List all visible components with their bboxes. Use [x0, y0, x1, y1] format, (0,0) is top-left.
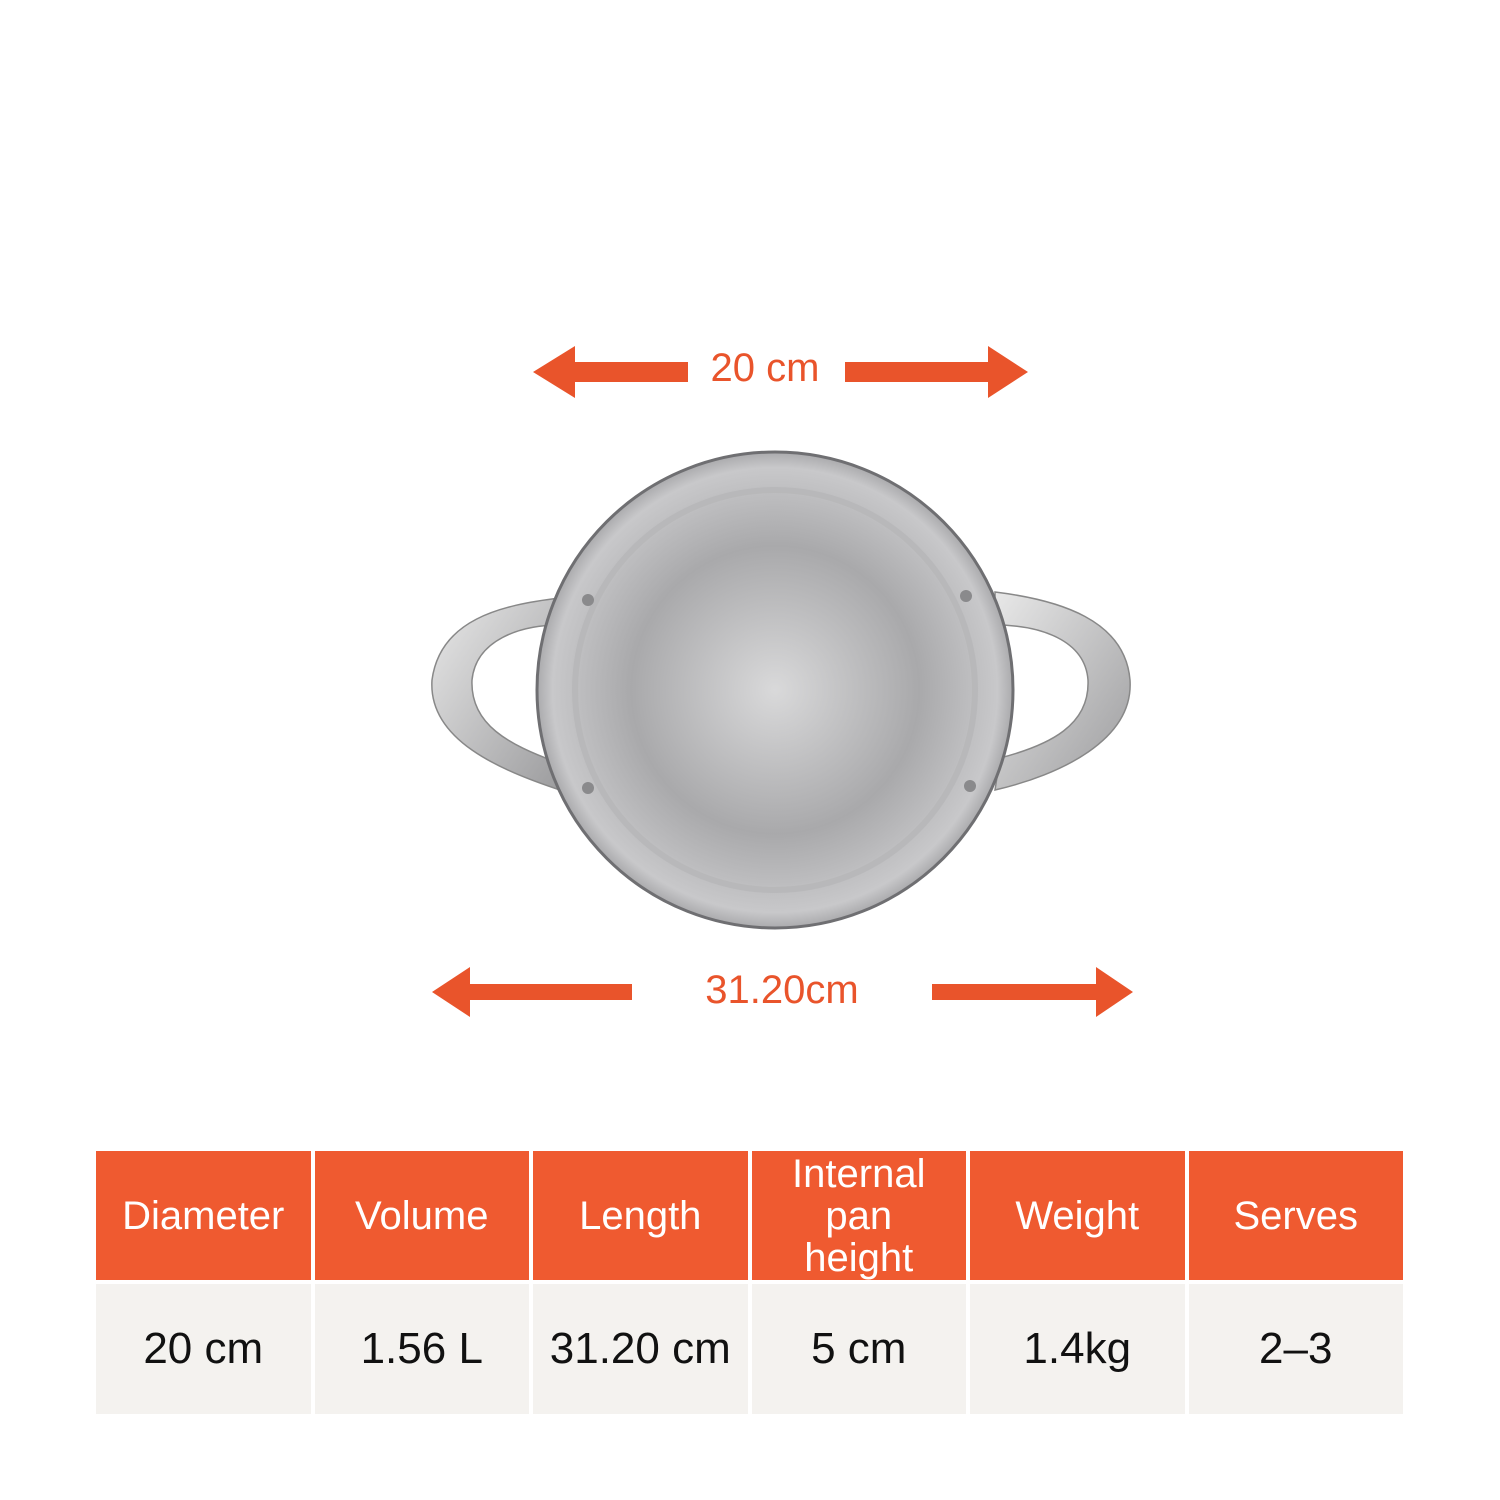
length-arrow — [432, 967, 1133, 1017]
header-serves: Serves — [1188, 1151, 1403, 1280]
left-handle — [431, 597, 561, 792]
header-length: Length — [533, 1151, 748, 1280]
header-diameter: Diameter — [96, 1151, 311, 1280]
right-handle — [994, 591, 1131, 791]
length-label: 31.20cm — [705, 968, 859, 1012]
value-weight: 1.4kg — [970, 1284, 1185, 1414]
header-volume: Volume — [314, 1151, 529, 1280]
value-length: 31.20 cm — [533, 1284, 748, 1414]
value-volume: 1.56 L — [314, 1284, 529, 1414]
header-weight: Weight — [970, 1151, 1185, 1280]
diameter-arrow — [533, 346, 1028, 398]
spec-table: Diameter Volume Length Internal pan heig… — [96, 1151, 1403, 1414]
pan-inner — [572, 487, 978, 893]
value-serves: 2–3 — [1188, 1284, 1403, 1414]
value-internal-pan-height: 5 cm — [751, 1284, 966, 1414]
diameter-label: 20 cm — [710, 346, 820, 390]
header-internal-pan-height: Internal pan height — [751, 1151, 966, 1280]
rivets — [582, 590, 976, 794]
value-diameter: 20 cm — [96, 1284, 311, 1414]
pan-body — [535, 450, 1015, 930]
